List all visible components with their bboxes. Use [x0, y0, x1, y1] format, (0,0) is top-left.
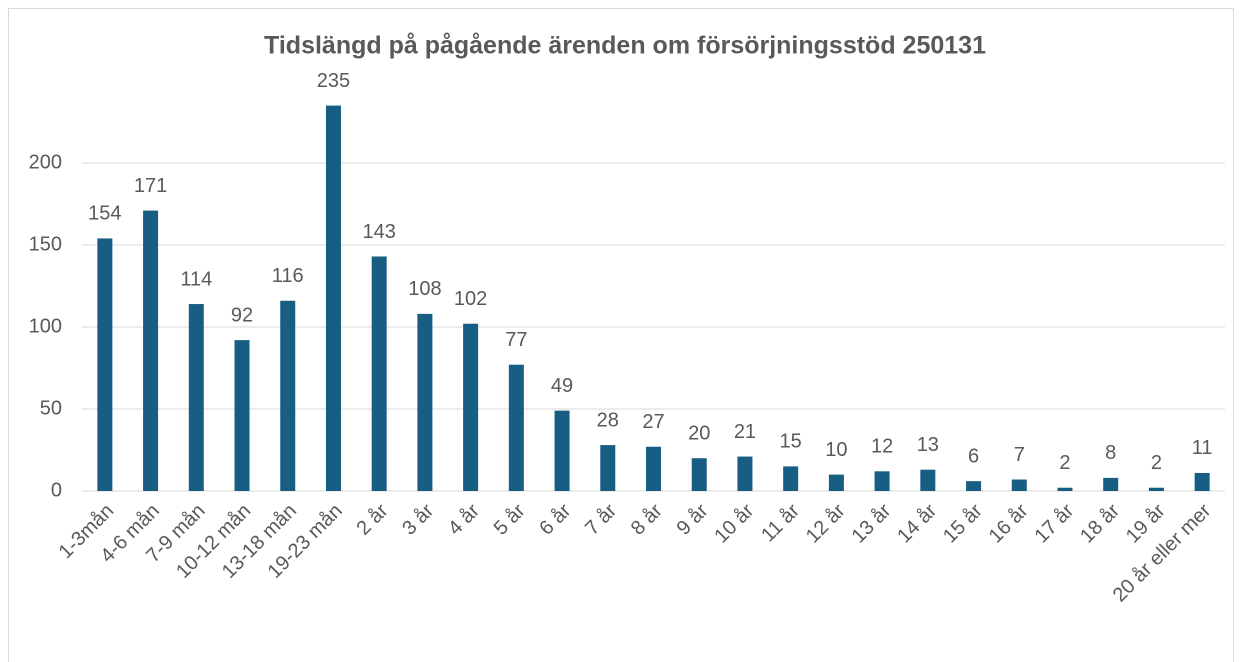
data-label: 20: [688, 422, 710, 444]
bar: [1057, 487, 1073, 491]
bar: [783, 466, 799, 491]
y-tick-label: 50: [40, 397, 62, 419]
data-label: 114: [180, 268, 212, 290]
data-label: 13: [917, 434, 939, 456]
bar: [1148, 487, 1164, 491]
bar: [325, 105, 341, 491]
data-label: 15: [780, 431, 802, 453]
bar: [874, 471, 890, 491]
data-label: 6: [968, 445, 979, 467]
bar: [234, 340, 250, 491]
bar: [646, 446, 661, 491]
data-label: 10: [825, 439, 847, 461]
data-label: 77: [505, 329, 527, 351]
bar: [417, 313, 433, 491]
bar: [143, 210, 159, 491]
data-label: 11: [1192, 437, 1213, 459]
data-label: 7: [1014, 444, 1025, 466]
bar: [966, 481, 982, 491]
bar: [691, 458, 707, 491]
y-tick-label: 150: [29, 233, 62, 255]
chart-border: [8, 8, 1234, 662]
data-label: 12: [871, 436, 893, 458]
data-label: 154: [88, 203, 121, 225]
data-label: 27: [642, 411, 664, 433]
bar: [828, 474, 844, 491]
bar: [737, 456, 753, 491]
bar: [97, 238, 113, 491]
data-label: 143: [362, 221, 395, 243]
bar: [508, 364, 524, 491]
data-label: 49: [551, 375, 573, 397]
bar: [600, 445, 616, 491]
data-label: 171: [134, 175, 167, 197]
data-label: 235: [317, 70, 350, 92]
bar: [1194, 472, 1210, 491]
bar: [371, 256, 387, 491]
data-label: 2: [1151, 452, 1162, 474]
data-label: 28: [597, 409, 619, 431]
data-label: 92: [231, 304, 253, 326]
data-label: 8: [1105, 442, 1116, 464]
bar: [188, 304, 204, 491]
data-label: 2: [1059, 452, 1070, 474]
y-tick-label: 200: [29, 151, 62, 173]
bar: [463, 323, 479, 491]
chart-title: Tidslängd på pågående ärenden om försörj…: [264, 32, 986, 60]
y-tick-label: 0: [51, 479, 62, 501]
bar: [554, 410, 570, 491]
bar: [280, 300, 296, 491]
y-tick-label: 100: [29, 315, 62, 337]
bar: [1103, 477, 1119, 491]
bar: [920, 469, 936, 491]
data-label: 102: [454, 288, 487, 310]
data-label: 21: [734, 421, 756, 443]
data-label: 116: [272, 265, 304, 287]
bar: [1011, 479, 1027, 491]
data-label: 108: [408, 278, 441, 300]
